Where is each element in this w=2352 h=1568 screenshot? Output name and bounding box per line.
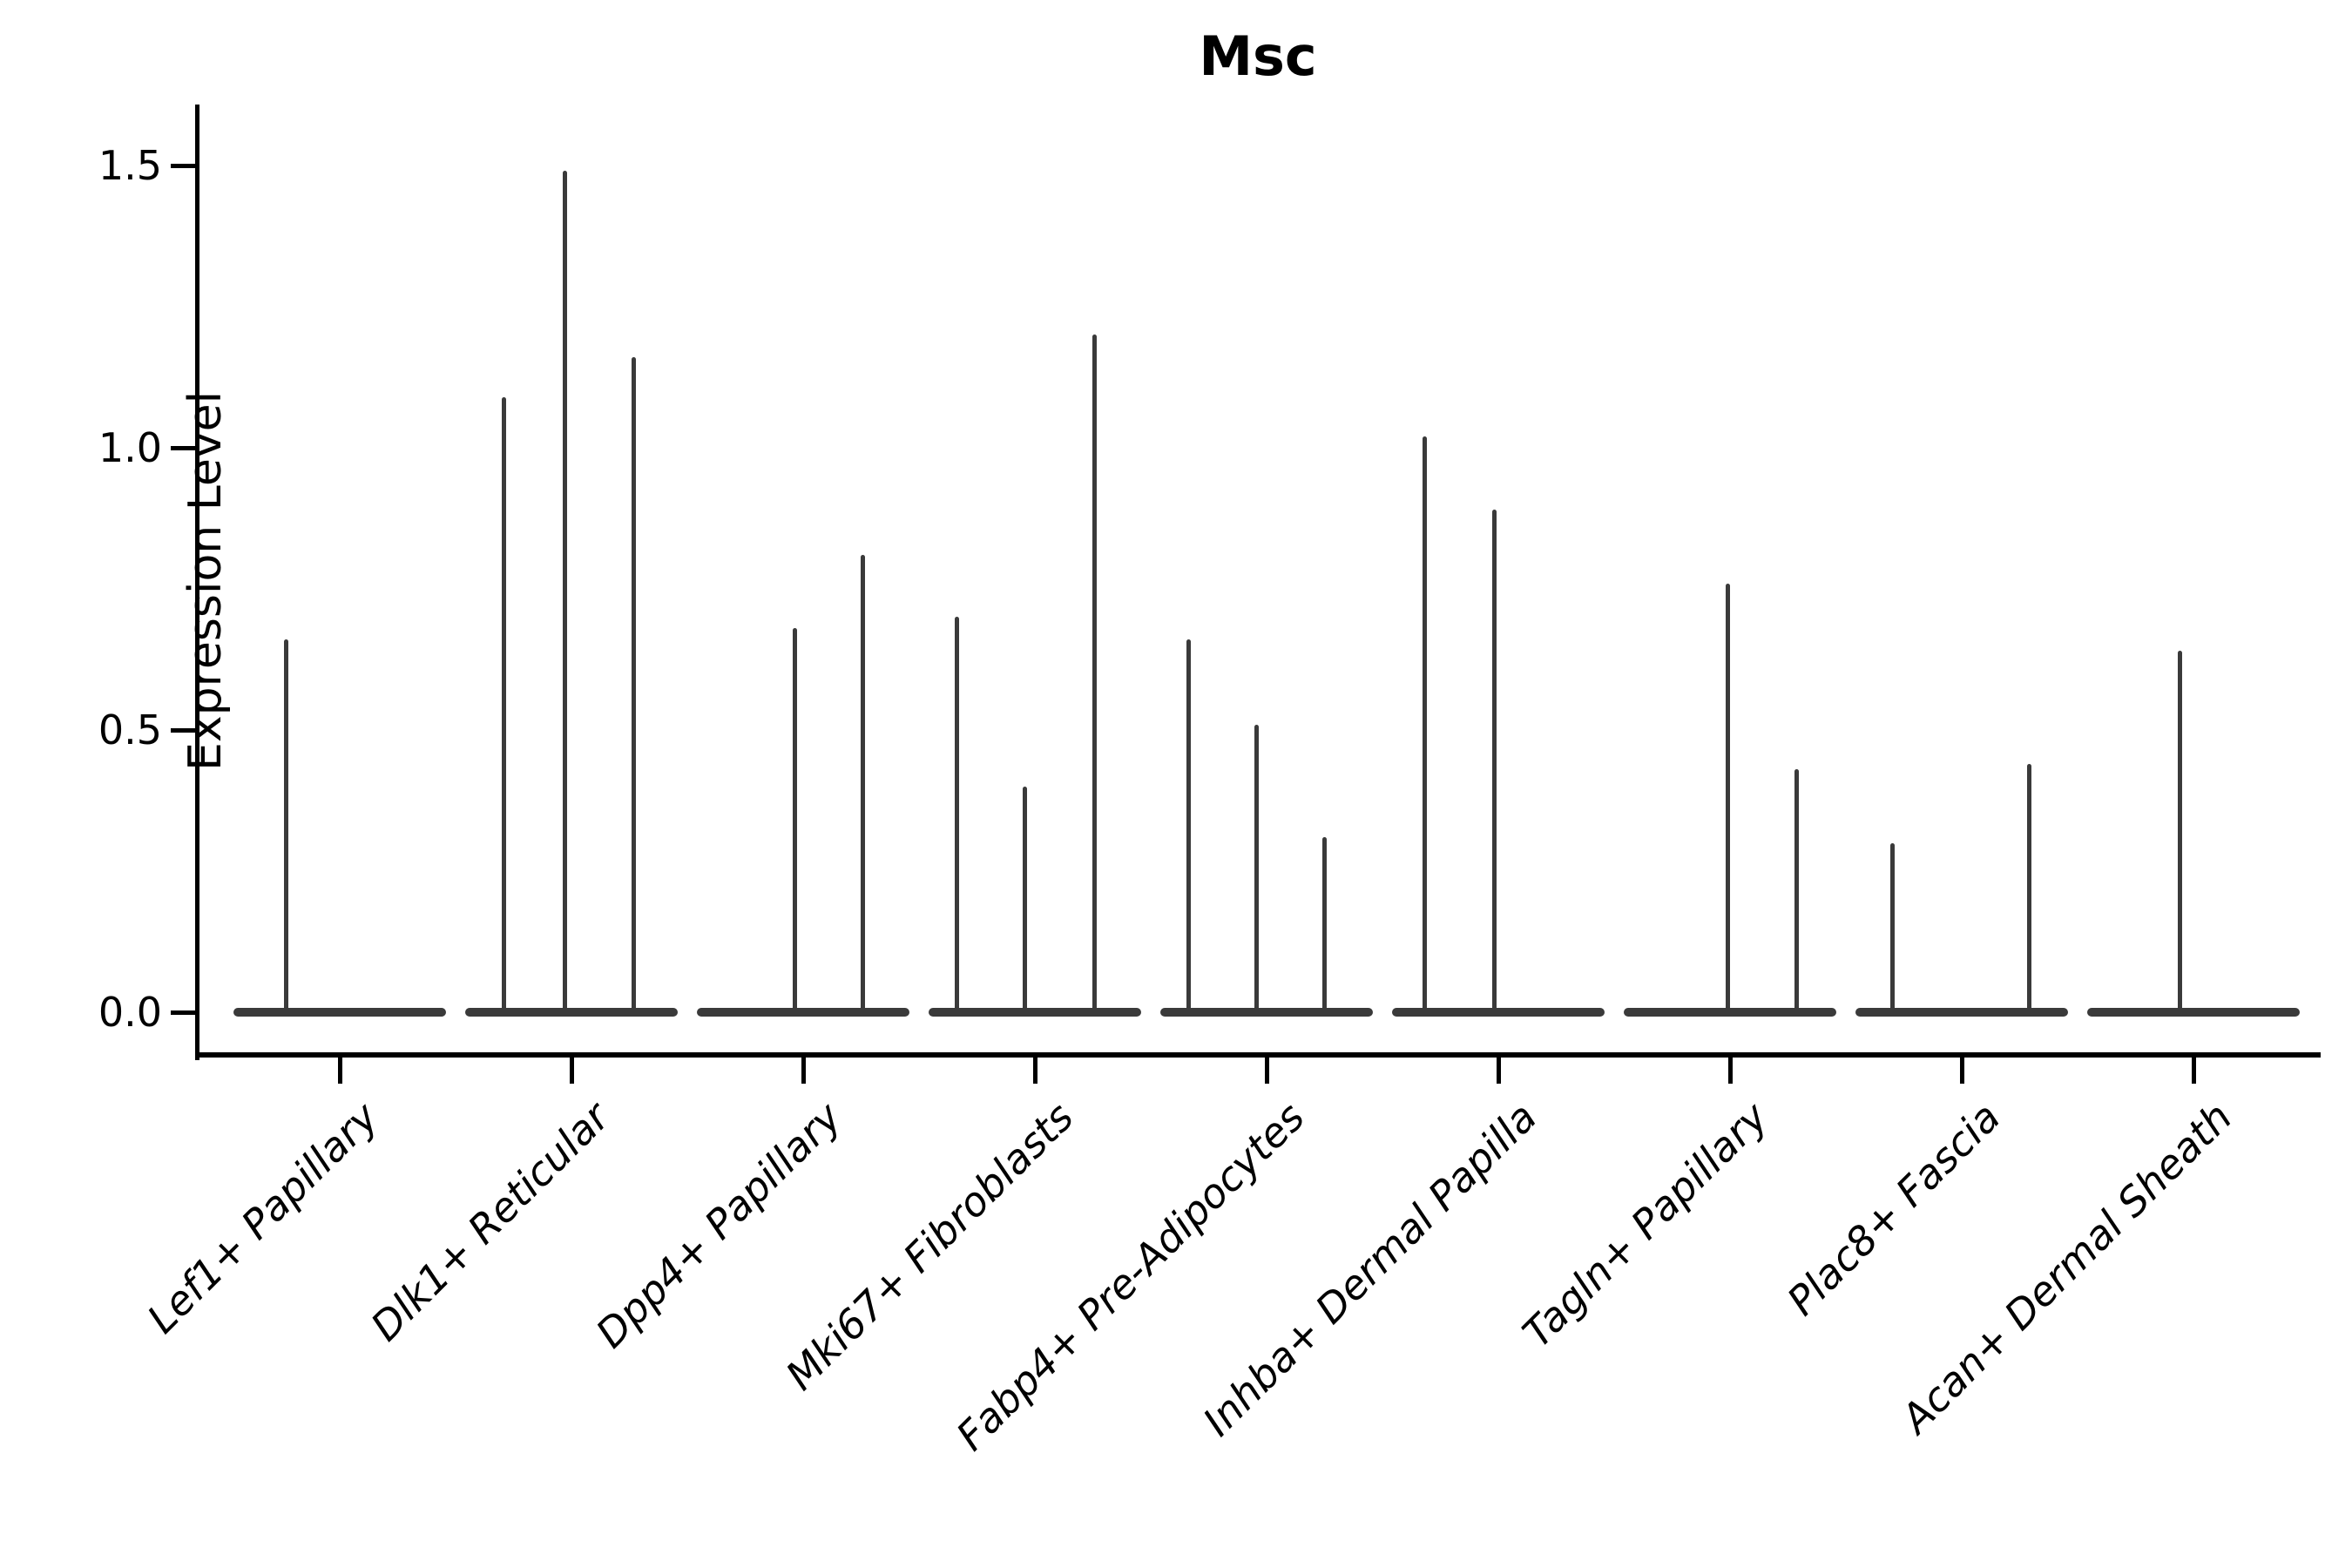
- violin-spike: [1092, 335, 1097, 1012]
- violin-spike: [283, 639, 288, 1012]
- violin-spike: [1321, 837, 1327, 1012]
- violin-baseline: [929, 1008, 1141, 1017]
- violin-spike: [2026, 763, 2031, 1012]
- violin-spike: [1254, 724, 1259, 1012]
- violin-spike: [1022, 786, 1027, 1012]
- x-tick-label: Tagln+ Papillary: [1513, 1093, 1778, 1357]
- violin-spike: [562, 171, 567, 1012]
- chart-title: Msc: [1199, 24, 1317, 88]
- x-tick-mark: [2191, 1058, 2196, 1084]
- violin-spike: [501, 396, 506, 1012]
- y-tick-label: 1.0: [98, 424, 162, 471]
- x-tick-label: Plac8+ Fascia: [1777, 1093, 2010, 1325]
- x-tick-label: Dpp4+ Papillary: [586, 1093, 851, 1357]
- violin-baseline: [697, 1008, 909, 1017]
- violin-spike: [954, 617, 959, 1012]
- x-tick-mark: [1032, 1058, 1037, 1084]
- violin-baseline: [1855, 1008, 2068, 1017]
- x-tick-mark: [337, 1058, 342, 1084]
- violin-spike: [1794, 769, 1799, 1012]
- violin-baseline: [1160, 1008, 1373, 1017]
- x-tick-mark: [1727, 1058, 1733, 1084]
- violin-spike: [631, 357, 636, 1012]
- y-tick-label: 0.5: [98, 706, 162, 754]
- y-tick-label: 0.0: [98, 989, 162, 1036]
- y-tick-mark: [171, 163, 195, 168]
- violin-spike: [860, 555, 865, 1012]
- x-axis-spine: [195, 1052, 2321, 1058]
- x-tick-mark: [801, 1058, 806, 1084]
- x-tick-label: Lef1+ Papillary: [138, 1093, 388, 1342]
- x-tick-mark: [1959, 1058, 1964, 1084]
- y-axis-spine: [195, 105, 199, 1060]
- violin-baseline: [1624, 1008, 1836, 1017]
- violin-baseline: [233, 1008, 446, 1017]
- violin-baseline: [465, 1008, 678, 1017]
- violin-baseline: [1392, 1008, 1605, 1017]
- violin-spike: [1491, 510, 1497, 1012]
- y-tick-mark: [171, 727, 195, 733]
- violin-spike: [1186, 639, 1191, 1012]
- x-tick-mark: [569, 1058, 574, 1084]
- x-tick-label: Dlk1+ Reticular: [362, 1093, 619, 1350]
- x-tick-mark: [1496, 1058, 1501, 1084]
- violin-spike: [1422, 436, 1427, 1012]
- violin-spike: [792, 628, 797, 1012]
- violin-baseline: [2087, 1008, 2300, 1017]
- x-tick-mark: [1264, 1058, 1269, 1084]
- y-tick-label: 1.5: [98, 142, 162, 189]
- y-tick-mark: [171, 1010, 195, 1015]
- violin-spike: [1889, 842, 1895, 1012]
- y-tick-mark: [171, 445, 195, 450]
- violin-spike: [2177, 651, 2182, 1012]
- violin-spike: [1725, 583, 1730, 1012]
